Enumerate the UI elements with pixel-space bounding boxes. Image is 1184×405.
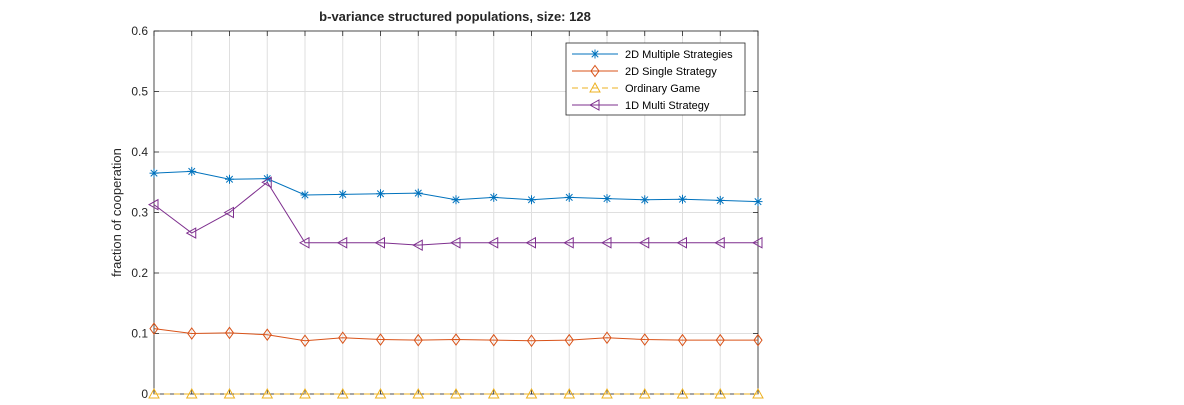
series-line <box>153 328 758 342</box>
data-point <box>489 192 499 202</box>
data-point <box>640 195 650 205</box>
data-point <box>224 326 235 340</box>
data-point <box>299 387 311 399</box>
legend-marker <box>590 64 600 78</box>
data-point <box>185 387 198 399</box>
data-point <box>677 333 688 347</box>
data-point <box>715 195 725 205</box>
data-point <box>300 334 310 348</box>
legend-label: 2D Multiple Strategies <box>625 49 733 61</box>
data-point <box>525 236 536 249</box>
data-point <box>336 236 348 249</box>
data-point <box>451 333 461 346</box>
data-point <box>715 333 725 347</box>
data-point <box>338 331 348 345</box>
data-point <box>638 387 651 399</box>
data-point <box>412 239 423 252</box>
chart-title: b-variance structured populations, size:… <box>319 9 591 24</box>
y-tick-label: 0.1 <box>131 327 148 341</box>
legend-marker <box>589 81 601 93</box>
data-point <box>185 227 197 239</box>
data-point <box>753 333 763 347</box>
legend: 2D Multiple Strategies 2D Single Strategy… <box>565 42 746 116</box>
y-tick-label: 0.3 <box>131 206 148 220</box>
data-point <box>487 236 499 249</box>
data-point <box>298 236 310 249</box>
data-point <box>564 333 574 347</box>
data-point <box>413 188 423 198</box>
data-point <box>563 387 576 399</box>
y-tick-label: 0.2 <box>131 266 148 280</box>
data-point <box>451 195 461 205</box>
data-point <box>449 236 461 249</box>
series-3 <box>148 387 764 399</box>
data-point <box>374 387 387 399</box>
data-point <box>487 387 500 399</box>
data-point <box>489 333 499 347</box>
data-point <box>678 194 687 204</box>
data-point <box>187 327 197 340</box>
data-point <box>223 206 234 219</box>
data-point <box>336 387 349 399</box>
data-point <box>676 236 687 249</box>
data-point <box>751 236 763 249</box>
y-tick-label: 0 <box>141 387 148 400</box>
y-axis-label: fraction of cooperation <box>109 148 124 277</box>
data-point <box>601 387 613 399</box>
data-point <box>714 387 727 399</box>
data-point <box>376 189 385 199</box>
data-point <box>602 194 612 204</box>
data-point <box>223 387 236 399</box>
legend-label: Ordinary Game <box>625 83 700 95</box>
data-point <box>640 333 650 346</box>
data-point <box>714 236 725 249</box>
data-point <box>602 331 612 345</box>
grid-lines <box>153 30 759 395</box>
data-point <box>450 387 462 399</box>
y-tick-label: 0.5 <box>131 85 148 99</box>
data-point <box>262 328 272 342</box>
data-point <box>526 334 537 348</box>
data-point <box>374 236 385 249</box>
data-point <box>149 168 159 178</box>
data-point <box>225 174 234 184</box>
data-point <box>149 322 159 336</box>
data-point <box>261 387 274 399</box>
data-point <box>300 190 310 200</box>
legend-marker <box>588 99 600 111</box>
data-point <box>413 333 423 347</box>
data-point <box>338 189 348 199</box>
series-line <box>153 181 758 246</box>
legend-item: 1D Multi Strategy <box>572 99 710 112</box>
series-2 <box>149 322 763 348</box>
data-point <box>147 198 159 211</box>
data-point <box>148 387 160 399</box>
data-point <box>752 387 764 399</box>
data-point <box>261 176 272 189</box>
data-point <box>563 236 574 249</box>
data-point <box>375 333 386 346</box>
data-point <box>187 166 197 176</box>
data-point <box>412 387 425 399</box>
legend-item: Ordinary Game <box>572 81 700 95</box>
data-point <box>600 236 612 249</box>
data-point <box>564 192 574 202</box>
data-point <box>753 197 763 207</box>
legend-label: 2D Single Strategy <box>625 66 717 78</box>
series-1 <box>149 166 763 207</box>
series-4 <box>147 176 763 252</box>
data-point <box>527 195 536 205</box>
y-tick-label: 0.4 <box>131 145 148 159</box>
legend-label: 1D Multi Strategy <box>625 100 710 112</box>
legend-marker <box>590 49 600 59</box>
y-tick-label: 0.6 <box>131 24 148 38</box>
data-point <box>676 387 689 399</box>
data-point <box>638 236 650 249</box>
legend-item: 2D Single Strategy <box>572 64 717 78</box>
legend-item: 2D Multiple Strategies <box>572 49 733 61</box>
data-point <box>525 387 538 399</box>
